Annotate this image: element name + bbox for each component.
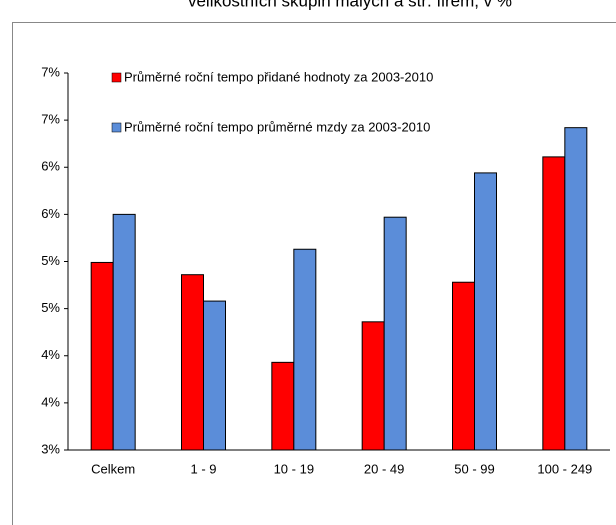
y-tick-label: 6% <box>41 206 60 221</box>
x-tick-label: 1 - 9 <box>190 461 216 476</box>
bar <box>383 216 407 451</box>
x-tick-label: 20 - 49 <box>364 461 404 476</box>
legend-label: Průměrné roční tempo přidané hodnoty za … <box>124 69 433 84</box>
y-tick-label: 4% <box>41 394 60 409</box>
bar <box>542 156 566 451</box>
x-tick-label: 10 - 19 <box>274 461 314 476</box>
bar <box>181 274 204 451</box>
chart-frame <box>12 22 616 525</box>
bar <box>203 300 226 451</box>
x-tick-label: 50 - 99 <box>454 461 494 476</box>
legend-swatch <box>111 72 122 83</box>
y-tick-label: 4% <box>41 347 60 362</box>
y-tick-label: 5% <box>41 253 60 268</box>
bar <box>474 172 497 451</box>
chart-title: velikostních skupin malých a stř. firem,… <box>188 0 512 10</box>
y-tick-label: 7% <box>41 112 60 127</box>
bar <box>452 281 475 451</box>
bar <box>90 261 114 451</box>
x-tick-label: Celkem <box>91 461 135 476</box>
y-tick-label: 6% <box>41 159 60 174</box>
y-tick-label: 5% <box>41 300 60 315</box>
bar <box>361 321 385 451</box>
legend-swatch <box>111 122 122 133</box>
bar <box>293 248 317 451</box>
y-tick-label: 3% <box>41 441 60 456</box>
bar <box>112 213 136 451</box>
bar <box>564 127 588 451</box>
legend-label: Průměrné roční tempo průměrné mzdy za 20… <box>124 119 430 134</box>
bar <box>271 361 295 451</box>
x-tick-label: 100 - 249 <box>537 461 592 476</box>
y-tick-label: 7% <box>41 64 60 79</box>
